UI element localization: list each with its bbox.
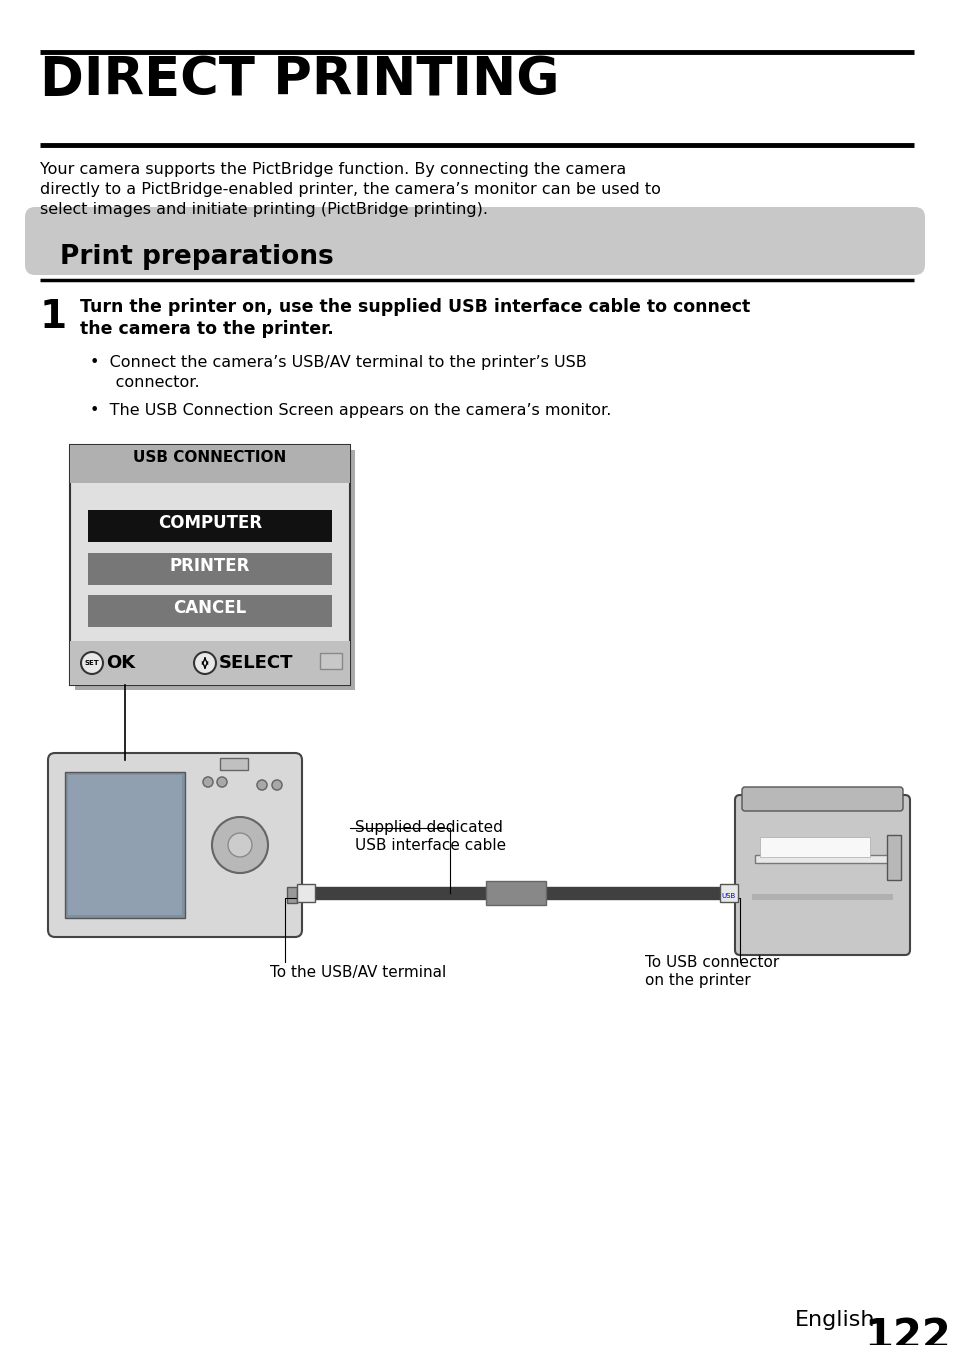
Bar [296, 884, 314, 902]
Text: CANCEL: CANCEL [173, 599, 247, 617]
Text: SET: SET [85, 660, 99, 666]
FancyBboxPatch shape [48, 753, 302, 937]
Text: Turn the printer on, use the supplied USB interface cable to connect: Turn the printer on, use the supplied US… [80, 299, 749, 316]
Text: Your camera supports the PictBridge function. By connecting the camera: Your camera supports the PictBridge func… [40, 161, 625, 178]
Bar [70, 445, 350, 685]
Text: English: English [794, 1310, 875, 1330]
Bar [754, 855, 889, 863]
Text: DIRECT PRINTING: DIRECT PRINTING [40, 54, 558, 106]
FancyBboxPatch shape [25, 207, 924, 274]
Text: 1: 1 [40, 299, 67, 336]
Text: Print preparations: Print preparations [60, 243, 334, 270]
Text: COMPUTER: COMPUTER [158, 514, 262, 533]
Text: USB CONNECTION: USB CONNECTION [133, 451, 286, 465]
Circle shape [212, 816, 268, 873]
Text: Supplied dedicated: Supplied dedicated [355, 820, 502, 835]
Bar [75, 451, 355, 690]
Text: SELECT: SELECT [219, 654, 294, 672]
Bar [485, 881, 545, 905]
Text: 122: 122 [863, 1315, 950, 1345]
Text: To USB connector: To USB connector [644, 955, 779, 970]
Bar [886, 835, 900, 880]
Bar [88, 553, 332, 585]
Text: To the USB/AV terminal: To the USB/AV terminal [270, 964, 446, 981]
Bar [70, 445, 350, 483]
Text: •  The USB Connection Screen appears on the camera’s monitor.: • The USB Connection Screen appears on t… [90, 404, 611, 418]
Text: OK: OK [106, 654, 135, 672]
Bar [88, 510, 332, 542]
FancyBboxPatch shape [741, 787, 902, 811]
Text: USB: USB [721, 893, 736, 898]
Bar [760, 837, 869, 857]
Bar [751, 894, 892, 900]
Circle shape [203, 777, 213, 787]
Circle shape [216, 777, 227, 787]
Bar [70, 642, 350, 685]
Circle shape [272, 780, 282, 790]
Circle shape [193, 652, 215, 674]
Circle shape [228, 833, 252, 857]
Text: PRINTER: PRINTER [170, 557, 250, 576]
Bar [68, 775, 182, 915]
Text: connector.: connector. [90, 375, 199, 390]
Text: •  Connect the camera’s USB/AV terminal to the printer’s USB: • Connect the camera’s USB/AV terminal t… [90, 355, 586, 370]
Text: on the printer: on the printer [644, 972, 750, 989]
Circle shape [256, 780, 267, 790]
Circle shape [81, 652, 103, 674]
Bar [88, 594, 332, 627]
Text: select images and initiate printing (PictBridge printing).: select images and initiate printing (Pic… [40, 202, 488, 217]
Text: directly to a PictBridge-enabled printer, the camera’s monitor can be used to: directly to a PictBridge-enabled printer… [40, 182, 660, 196]
Bar [720, 884, 738, 902]
Bar [319, 654, 341, 668]
FancyBboxPatch shape [734, 795, 909, 955]
Text: the camera to the printer.: the camera to the printer. [80, 320, 334, 338]
Text: USB interface cable: USB interface cable [355, 838, 506, 853]
Bar [65, 772, 185, 919]
Bar [220, 759, 248, 769]
Bar [287, 886, 296, 902]
